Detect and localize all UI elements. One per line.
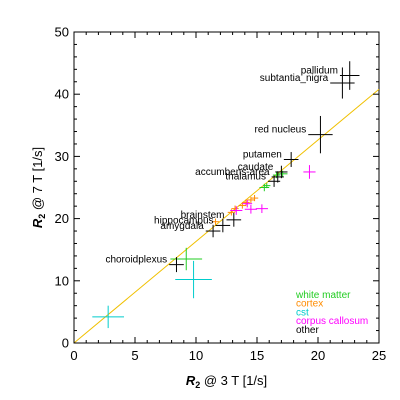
data-point	[205, 224, 221, 238]
y-tick-label: 50	[55, 25, 69, 40]
point-label: subtantia_nigra	[260, 73, 329, 84]
point-label: red nucleus	[255, 125, 307, 136]
point-label: pallidum	[301, 66, 338, 77]
y-tick-label: 40	[55, 87, 69, 102]
plot-frame	[73, 31, 380, 344]
data-point	[211, 218, 220, 225]
data-point	[339, 61, 360, 90]
x-axis-title: R2 @ 3 T [1/s]	[186, 373, 267, 390]
data-point	[170, 247, 203, 271]
x-tick-label: 25	[372, 348, 386, 363]
data-point	[169, 257, 184, 273]
y-axis-title: R2 @ 7 T [1/s]	[30, 147, 47, 228]
point-label: accumbens-area	[195, 167, 270, 178]
legend-entry: cortex	[296, 299, 323, 310]
data-point	[226, 213, 242, 227]
point-label: thalamus	[225, 171, 266, 182]
point-label: putamen	[243, 150, 282, 161]
y-tick-label: 0	[62, 336, 69, 351]
data-point	[242, 199, 253, 208]
legend-entry: other	[296, 325, 319, 336]
data-point	[308, 115, 333, 154]
point-label: brainstem	[181, 210, 225, 221]
point-label: choroidplexus	[105, 255, 167, 266]
fit-line	[73, 88, 380, 344]
fit-line-layer	[73, 88, 380, 344]
x-tick-label: 20	[311, 348, 325, 363]
data-point	[303, 165, 316, 179]
y-tick-label: 20	[55, 211, 69, 226]
data-point	[255, 204, 268, 214]
point-label: caudate	[238, 162, 274, 173]
axis-ticks: 0 5 10 15 20 25 0 10 20 30 40 50	[55, 25, 387, 364]
x-tick-label: 5	[131, 348, 138, 363]
y-tick-label: 30	[55, 149, 69, 164]
data-point	[215, 218, 231, 233]
legend-entry: white matter	[295, 290, 351, 301]
data-point	[250, 194, 259, 202]
x-tick-label: 0	[70, 348, 77, 363]
axis-titles: R2 @ 3 T [1/s] R2 @ 7 T [1/s]	[30, 147, 267, 390]
data-point	[230, 206, 243, 215]
legend-entry: cst	[296, 307, 309, 318]
data-point	[263, 183, 271, 189]
data-point	[275, 165, 288, 179]
legend-entry: corpus callosum	[296, 316, 368, 327]
data-point	[283, 152, 299, 167]
data-point	[267, 175, 281, 187]
data-point	[92, 305, 125, 329]
point-label: hippocampus	[154, 215, 213, 226]
data-point	[242, 199, 250, 206]
error-bar-layer	[92, 61, 360, 329]
point-label: amygdala	[160, 221, 204, 232]
y-tick-label: 10	[55, 273, 69, 288]
data-point	[259, 183, 270, 192]
data-point	[330, 67, 355, 99]
x-tick-label: 15	[250, 348, 264, 363]
x-tick-label: 10	[189, 348, 203, 363]
data-point	[175, 260, 212, 299]
data-point	[244, 204, 257, 214]
